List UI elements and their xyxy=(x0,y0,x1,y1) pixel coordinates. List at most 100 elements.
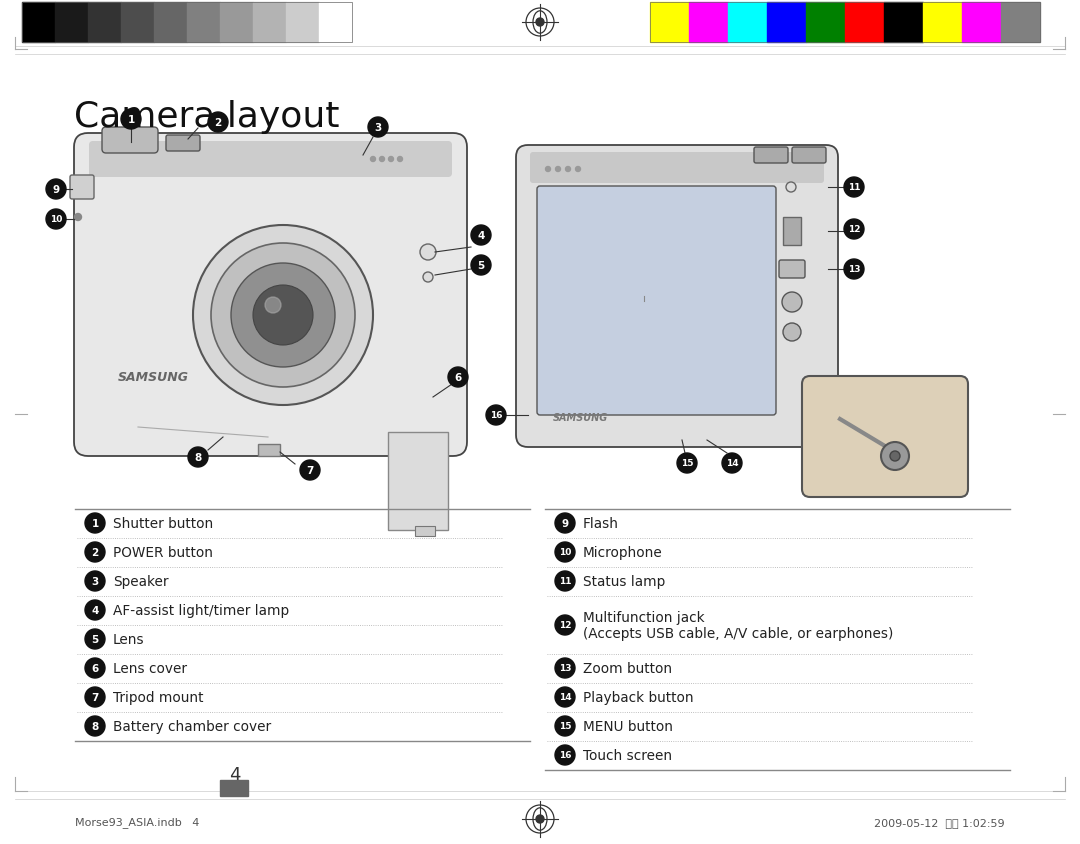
Text: 2: 2 xyxy=(92,548,98,557)
Circle shape xyxy=(397,157,403,162)
Text: 5: 5 xyxy=(92,634,98,644)
Bar xyxy=(253,3,286,43)
Circle shape xyxy=(188,447,208,468)
Circle shape xyxy=(555,658,575,679)
Circle shape xyxy=(193,225,373,405)
Circle shape xyxy=(555,687,575,707)
Bar xyxy=(121,3,154,43)
Circle shape xyxy=(379,157,384,162)
Text: 11: 11 xyxy=(558,576,571,586)
Circle shape xyxy=(85,600,105,620)
Circle shape xyxy=(555,167,561,172)
Text: 4: 4 xyxy=(477,230,485,241)
Text: 1: 1 xyxy=(92,518,98,528)
Circle shape xyxy=(677,453,697,473)
Bar xyxy=(22,3,55,43)
Circle shape xyxy=(782,293,802,312)
Text: 3: 3 xyxy=(92,576,98,587)
Circle shape xyxy=(555,513,575,533)
Circle shape xyxy=(423,273,433,283)
Circle shape xyxy=(536,19,544,27)
Bar xyxy=(154,3,187,43)
Text: Speaker: Speaker xyxy=(113,574,168,588)
Circle shape xyxy=(471,225,491,246)
FancyBboxPatch shape xyxy=(102,127,158,154)
Text: SAMSUNG: SAMSUNG xyxy=(118,371,189,384)
Text: 4: 4 xyxy=(229,766,241,783)
Text: 1: 1 xyxy=(127,115,135,125)
FancyBboxPatch shape xyxy=(530,153,824,184)
Circle shape xyxy=(783,323,801,342)
Text: 14: 14 xyxy=(558,693,571,701)
Bar xyxy=(388,432,448,530)
Text: 8: 8 xyxy=(92,721,98,731)
Circle shape xyxy=(555,745,575,766)
Bar xyxy=(220,780,248,796)
Bar xyxy=(22,3,352,43)
Text: 2: 2 xyxy=(214,118,221,127)
Circle shape xyxy=(555,543,575,562)
Circle shape xyxy=(881,442,909,470)
Circle shape xyxy=(471,256,491,276)
Circle shape xyxy=(576,167,581,172)
Text: 11: 11 xyxy=(848,183,861,192)
Text: AF-assist light/timer lamp: AF-assist light/timer lamp xyxy=(113,603,289,617)
Circle shape xyxy=(121,110,141,130)
Bar xyxy=(806,3,845,43)
Text: 12: 12 xyxy=(848,225,861,235)
Circle shape xyxy=(85,658,105,679)
Circle shape xyxy=(368,118,388,138)
Bar xyxy=(415,527,435,537)
Bar xyxy=(962,3,1001,43)
Circle shape xyxy=(843,260,864,279)
Circle shape xyxy=(545,167,551,172)
FancyBboxPatch shape xyxy=(70,176,94,200)
Circle shape xyxy=(211,244,355,387)
Bar xyxy=(319,3,352,43)
Circle shape xyxy=(486,405,507,425)
Circle shape xyxy=(448,368,468,387)
Text: Status lamp: Status lamp xyxy=(583,574,665,588)
Text: Battery chamber cover: Battery chamber cover xyxy=(113,719,271,733)
Text: 7: 7 xyxy=(92,692,98,702)
Circle shape xyxy=(85,543,105,562)
Circle shape xyxy=(420,245,436,261)
Text: Playback button: Playback button xyxy=(583,690,693,704)
Bar xyxy=(689,3,728,43)
Text: Touch screen: Touch screen xyxy=(583,748,672,762)
Bar xyxy=(1001,3,1040,43)
FancyBboxPatch shape xyxy=(75,134,467,457)
Circle shape xyxy=(555,571,575,592)
Circle shape xyxy=(265,298,281,314)
Text: Camera layout: Camera layout xyxy=(75,100,339,134)
Text: MENU button: MENU button xyxy=(583,719,673,733)
Bar xyxy=(885,3,923,43)
FancyBboxPatch shape xyxy=(792,148,826,164)
Text: 4: 4 xyxy=(92,605,98,615)
Circle shape xyxy=(208,113,228,133)
Bar xyxy=(187,3,220,43)
Bar xyxy=(258,445,280,457)
Text: Lens: Lens xyxy=(113,632,145,647)
Circle shape xyxy=(46,210,66,230)
Text: Morse93_ASIA.indb   4: Morse93_ASIA.indb 4 xyxy=(75,817,200,827)
Text: 13: 13 xyxy=(558,663,571,673)
Text: Tripod mount: Tripod mount xyxy=(113,690,203,704)
Bar xyxy=(650,3,1040,43)
Circle shape xyxy=(843,178,864,197)
Text: 14: 14 xyxy=(726,459,739,468)
Bar xyxy=(87,3,121,43)
Text: 12: 12 xyxy=(558,621,571,630)
Text: Microphone: Microphone xyxy=(583,545,663,560)
Circle shape xyxy=(555,717,575,736)
Text: 10: 10 xyxy=(558,548,571,557)
Text: 6: 6 xyxy=(92,663,98,674)
Circle shape xyxy=(85,571,105,592)
Circle shape xyxy=(566,167,570,172)
Text: 3: 3 xyxy=(375,123,381,133)
Bar xyxy=(286,3,319,43)
Text: POWER button: POWER button xyxy=(113,545,213,560)
Circle shape xyxy=(85,687,105,707)
Circle shape xyxy=(723,453,742,473)
Circle shape xyxy=(300,461,320,480)
